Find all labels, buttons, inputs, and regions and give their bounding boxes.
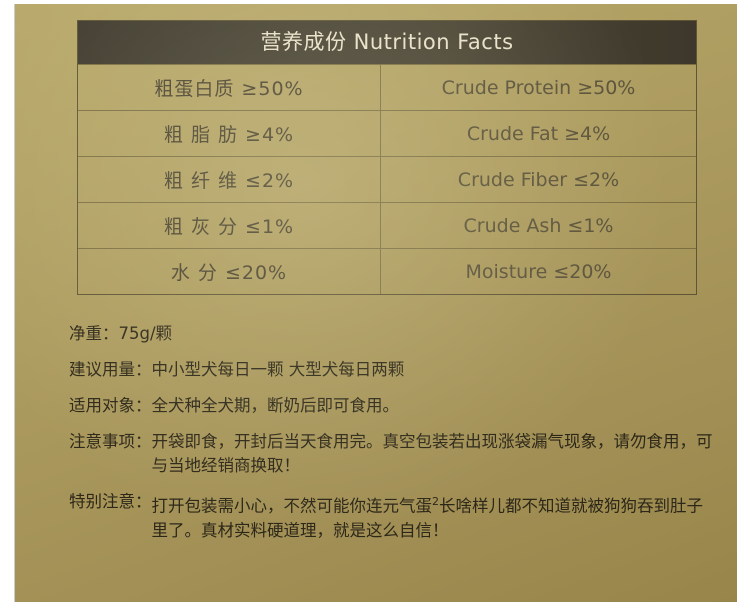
moisture-cn: 水 分 ≤20%	[78, 249, 381, 294]
crude-protein-en: Crude Protein ≥50%	[441, 76, 636, 99]
moisture-en: Moisture ≤20%	[465, 260, 612, 283]
special-notice: 特别注意： 打开包装需小心，不然可能你连元气蛋2长啥样儿都不知道就被狗狗吞到肚子…	[69, 490, 719, 543]
applicable-target-value: 全犬种全犬期，断奶后即可食用。	[151, 396, 400, 415]
table-row: 粗蛋白质 ≥50% Crude Protein ≥50%	[78, 64, 696, 110]
special-notice-label: 特别注意：	[69, 492, 152, 511]
precautions-value: 开袋即食，开封后当天食用完。真空包装若出现涨袋漏气现象，请勿食用，可与当地经销商…	[151, 432, 713, 475]
nutrition-table-title: 营养成份 Nutrition Facts	[78, 21, 696, 64]
crude-protein-cn: 粗蛋白质 ≥50%	[78, 65, 381, 110]
crude-fat-en: Crude Fat ≥4%	[466, 122, 611, 145]
crude-fat-cn: 粗 脂 肪 ≥4%	[78, 111, 381, 156]
package-photo: 营养成份 Nutrition Facts 粗蛋白质 ≥50% Crude Pro…	[14, 4, 737, 602]
table-row: 水 分 ≤20% Moisture ≤20%	[78, 248, 696, 294]
table-row: 粗 灰 分 ≤1% Crude Ash ≤1%	[78, 202, 696, 248]
table-row: 粗 脂 肪 ≥4% Crude Fat ≥4%	[78, 110, 696, 156]
net-weight-value: 75g/颗	[118, 324, 173, 343]
precautions: 注意事项： 开袋即食，开封后当天食用完。真空包装若出现涨袋漏气现象，请勿食用，可…	[69, 430, 719, 478]
special-notice-text-after: 长啥样儿都不知道就被狗狗吞到肚子里了。真材实料硬道理，就是这么自信！	[151, 496, 704, 540]
nutrition-facts-table: 营养成份 Nutrition Facts 粗蛋白质 ≥50% Crude Pro…	[77, 20, 697, 295]
special-notice-text-before: 打开包装需小心，不然可能你连元气蛋	[151, 496, 433, 516]
suggested-dosage-value: 中小型犬每日一颗 大型犬每日两颗	[151, 360, 405, 379]
crude-ash-cn: 粗 灰 分 ≤1%	[78, 203, 381, 248]
net-weight: 净重： 75g/颗	[69, 322, 719, 346]
applicable-target-label: 适用对象：	[69, 396, 152, 415]
net-weight-label: 净重：	[69, 324, 119, 343]
crude-fiber-cn: 粗 纤 维 ≤2%	[78, 157, 381, 202]
precautions-label: 注意事项：	[69, 432, 152, 451]
crude-ash-en: Crude Ash ≤1%	[463, 214, 614, 237]
suggested-dosage-label: 建议用量：	[69, 360, 152, 379]
suggested-dosage: 建议用量： 中小型犬每日一颗 大型犬每日两颗	[69, 358, 719, 382]
special-notice-value: 打开包装需小心，不然可能你连元气蛋2长啥样儿都不知道就被狗狗吞到肚子里了。真材实…	[152, 490, 720, 543]
crude-fiber-en: Crude Fiber ≤2%	[457, 168, 620, 191]
table-row: 粗 纤 维 ≤2% Crude Fiber ≤2%	[78, 156, 696, 202]
applicable-target: 适用对象： 全犬种全犬期，断奶后即可食用。	[69, 394, 719, 418]
special-notice-superscript: 2	[432, 495, 439, 508]
product-notes: 净重： 75g/颗 建议用量： 中小型犬每日一颗 大型犬每日两颗 适用对象： 全…	[69, 322, 719, 555]
